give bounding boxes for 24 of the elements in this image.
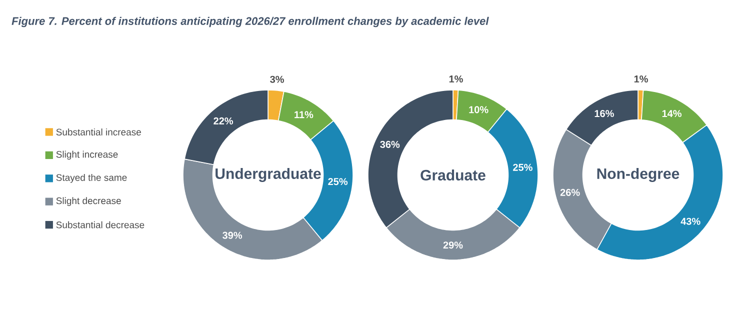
data-label: 3% bbox=[270, 76, 284, 83]
text: Graduate bbox=[420, 169, 486, 180]
data-label: 25% bbox=[513, 164, 532, 171]
legend-label: Slight decrease bbox=[56, 197, 121, 206]
legend-label: Stayed the same bbox=[56, 174, 127, 183]
legend-label: Substantial increase bbox=[56, 128, 141, 136]
data-label: 36% bbox=[380, 140, 400, 148]
data-label: 26% bbox=[560, 188, 580, 196]
text: Non-degree bbox=[597, 168, 680, 182]
text: Undergraduate bbox=[216, 168, 321, 182]
data-label: 39% bbox=[222, 232, 242, 239]
legend-label: Slight increase bbox=[56, 150, 118, 160]
chart-title: Figure 7. Percent of institutions anticipating 2026/27 enrollment changes by academic level bbox=[12, 16, 489, 28]
data-label: 14% bbox=[662, 110, 682, 118]
data-label: 1% bbox=[449, 75, 463, 83]
data-label: 10% bbox=[469, 106, 488, 114]
data-label: 29% bbox=[443, 242, 463, 249]
data-label: 25% bbox=[328, 178, 348, 186]
data-label: 43% bbox=[680, 218, 700, 225]
data-label: 1% bbox=[634, 75, 648, 83]
legend-label: Substantial decrease bbox=[56, 221, 144, 228]
data-label: 11% bbox=[294, 111, 314, 118]
data-label: 22% bbox=[214, 117, 234, 124]
data-label: 16% bbox=[594, 110, 614, 118]
